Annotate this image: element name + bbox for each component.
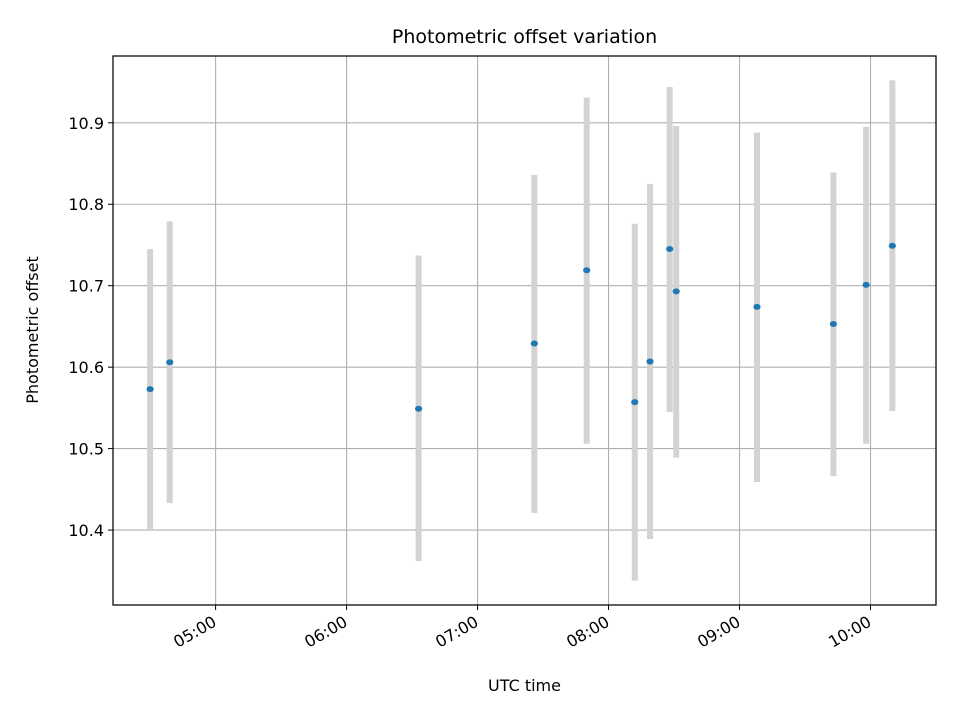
data-point <box>862 281 870 288</box>
y-tick-label: 10.9 <box>68 114 104 133</box>
data-point <box>672 288 680 295</box>
y-tick-label: 10.7 <box>68 277 104 296</box>
data-point <box>753 303 761 310</box>
data-point <box>646 358 654 365</box>
data-point <box>146 386 154 393</box>
y-axis-title: Photometric offset <box>23 256 42 404</box>
data-point <box>631 399 639 406</box>
y-tick-label: 10.6 <box>68 358 104 377</box>
grid <box>113 56 936 605</box>
chart-title: Photometric offset variation <box>392 26 657 48</box>
data-point <box>583 267 591 274</box>
data-point <box>530 340 538 347</box>
y-tick-label: 10.8 <box>68 195 104 214</box>
data-point <box>666 246 674 253</box>
data-point <box>166 359 174 366</box>
x-axis-title: UTC time <box>488 676 561 695</box>
data-point <box>415 405 423 412</box>
plot-frame <box>112 55 937 606</box>
y-axis-ticks: 10.4 10.5 10.6 10.7 10.8 10.9 <box>68 114 113 540</box>
data-point <box>829 320 837 327</box>
y-tick-label: 10.4 <box>68 521 104 540</box>
data-points <box>146 242 896 412</box>
data-point <box>888 242 896 249</box>
y-tick-label: 10.5 <box>68 440 104 459</box>
